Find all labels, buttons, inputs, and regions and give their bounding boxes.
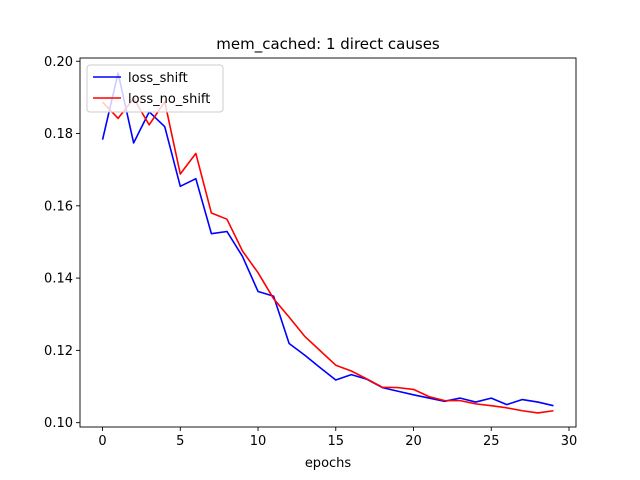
y-tick-label: 0.10	[44, 416, 73, 431]
y-axis: 0.10 0.12 0.14 0.16 0.18 0.20	[44, 55, 80, 431]
y-tick-label: 0.12	[44, 344, 73, 359]
chart-title: mem_cached: 1 direct causes	[216, 35, 440, 54]
x-tick-label: 25	[483, 434, 500, 449]
series-line-loss_shift	[101, 72, 554, 407]
y-tick-label: 0.14	[44, 272, 73, 287]
x-axis: 0 5 10 15 20 25 30	[98, 427, 577, 449]
axes-frame	[79, 57, 577, 428]
x-tick-label: 20	[405, 434, 422, 449]
series-line-loss_no_shift	[101, 97, 554, 414]
x-tick-label: 10	[250, 434, 267, 449]
y-tick-label: 0.20	[44, 55, 73, 70]
x-tick-label: 15	[328, 434, 345, 449]
x-tick-label: 30	[561, 434, 578, 449]
legend-label-loss_no_shift: loss_no_shift	[128, 92, 210, 107]
plot-area	[79, 57, 577, 428]
x-tick-label: 0	[98, 434, 106, 449]
y-tick-label: 0.16	[44, 199, 73, 214]
legend: loss_shift loss_no_shift	[86, 64, 224, 113]
x-axis-label: epochs	[305, 456, 352, 471]
y-tick-label: 0.18	[44, 127, 73, 142]
x-tick-label: 5	[176, 434, 184, 449]
legend-label-loss_shift: loss_shift	[128, 71, 188, 86]
